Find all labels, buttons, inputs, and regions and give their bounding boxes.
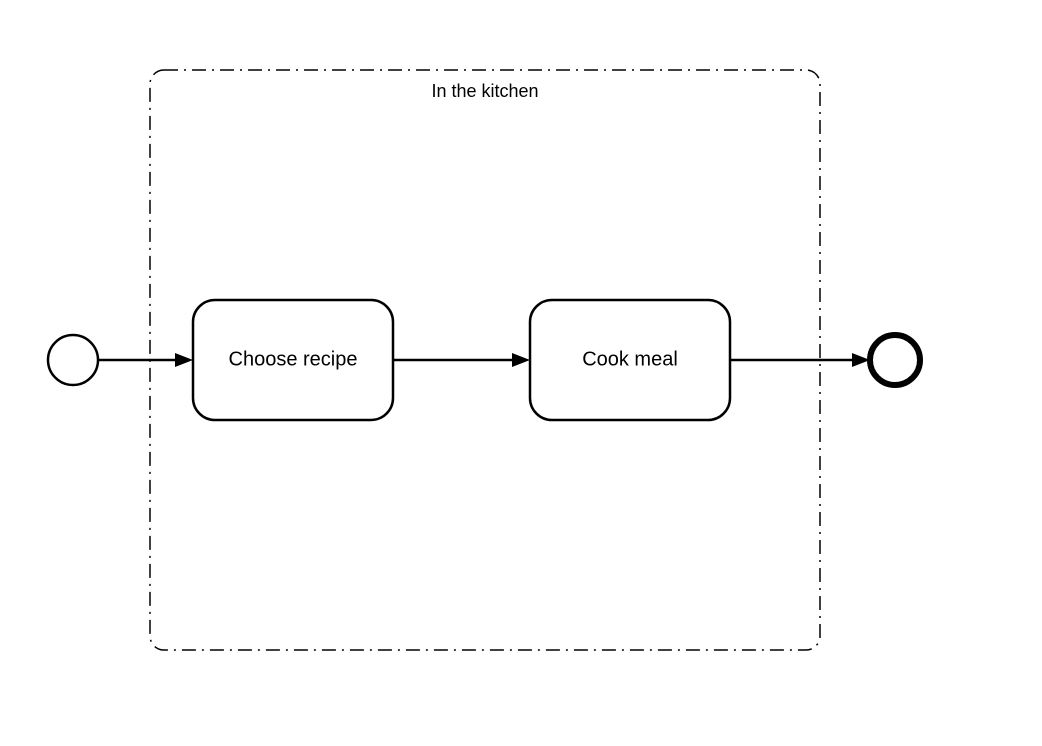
choose-label: Choose recipe: [229, 348, 358, 370]
arrowhead-icon: [512, 353, 530, 367]
cook-label: Cook meal: [582, 348, 678, 370]
bpmn-diagram: In the kitchen Choose recipe Cook meal: [0, 0, 1042, 746]
start-event: [48, 335, 98, 385]
end-event: [870, 335, 920, 385]
group-label: In the kitchen: [431, 81, 538, 101]
arrowhead-icon: [175, 353, 193, 367]
